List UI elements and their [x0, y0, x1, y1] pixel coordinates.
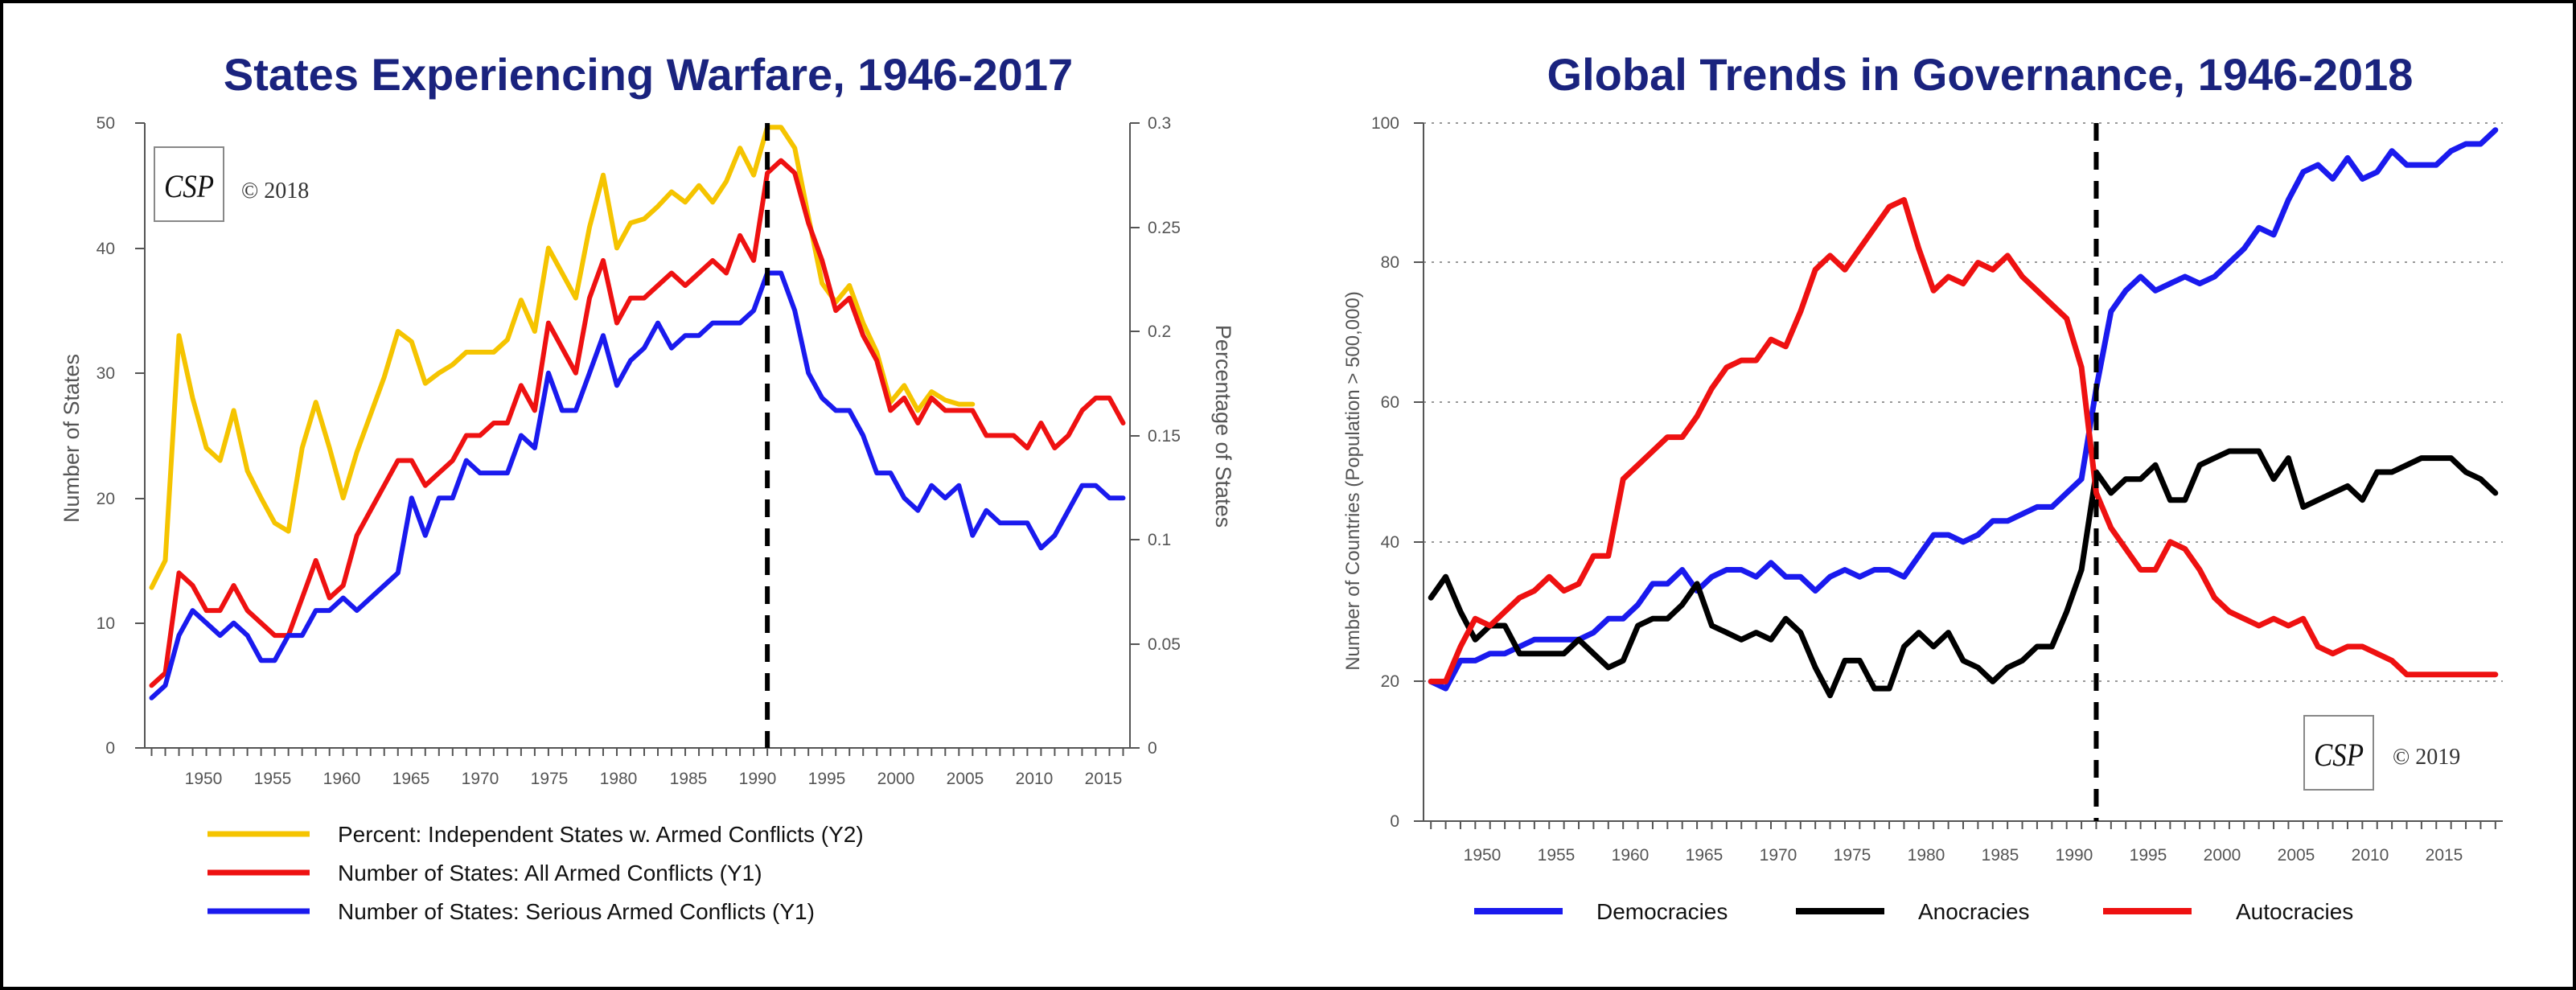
warfare-y-tick-label: 40 [97, 240, 115, 258]
legend-label-serious-conflicts: Number of States: Serious Armed Conflict… [338, 899, 815, 924]
warfare-y-ticks: 0 10 20 30 40 50 [97, 114, 145, 758]
governance-x-tick-label: 2010 [2352, 846, 2389, 865]
governance-x-tick-label: 1970 [1760, 846, 1797, 865]
warfare-y-tick-label: 30 [97, 364, 115, 383]
governance-y-ticks: 0 20 40 60 80 100 [1371, 114, 1424, 831]
warfare-y-tick-label: 20 [97, 490, 115, 508]
warfare-x-tick-label: 1995 [808, 770, 846, 788]
governance-x-tick-label: 1990 [2056, 846, 2093, 865]
governance-y-tick-label: 40 [1381, 533, 1399, 552]
warfare-y2-tick-label: 0.15 [1148, 427, 1181, 446]
warfare-x-tick-label: 1960 [323, 770, 361, 788]
warfare-series-line-1 [149, 158, 1126, 688]
governance-chart: Global Trends in Governance, 1946-2018 0… [1342, 49, 2503, 924]
legend-label-democracies: Democracies [1596, 899, 1728, 924]
csp-logo: CSP [154, 146, 224, 222]
warfare-y2-tick-label: 0.25 [1148, 219, 1181, 237]
warfare-x-tick-label: 2010 [1016, 770, 1054, 788]
svg-text:CSP: CSP [2314, 737, 2364, 773]
warfare-y-tick-label: 0 [105, 739, 115, 758]
warfare-x-minor-ticks [150, 748, 1124, 756]
governance-x-tick-label: 1995 [2130, 846, 2167, 865]
governance-x-tick-label: 2005 [2278, 846, 2315, 865]
warfare-x-tick-label: 2000 [877, 770, 915, 788]
warfare-series-group [149, 125, 1126, 700]
governance-x-tick-label: 1975 [1834, 846, 1871, 865]
governance-y-tick-label: 100 [1371, 114, 1399, 133]
warfare-x-tick-labels: 1950 1955 1960 1965 1970 1975 1980 1985 … [185, 770, 1123, 788]
warfare-y-axis-title: Number of States [60, 354, 84, 523]
svg-text:CSP: CSP [164, 168, 214, 204]
governance-y-tick-label: 60 [1381, 393, 1399, 412]
governance-series-line-2 [1428, 197, 2499, 684]
warfare-x-tick-label: 1970 [462, 770, 499, 788]
warfare-y2-tick-label: 0 [1148, 739, 1157, 758]
governance-series-group [1428, 127, 2499, 699]
legend-label-percent-armed: Percent: Independent States w. Armed Con… [338, 822, 864, 847]
governance-x-tick-label: 1960 [1612, 846, 1650, 865]
governance-series-line-1 [1428, 448, 2499, 699]
legend-label-anocracies: Anocracies [1918, 899, 2030, 924]
governance-x-tick-label: 2000 [2204, 846, 2241, 865]
governance-x-tick-label: 1985 [1982, 846, 2019, 865]
governance-y-tick-label: 80 [1381, 253, 1399, 272]
warfare-y2-tick-label: 0.2 [1148, 322, 1171, 341]
governance-chart-title: Global Trends in Governance, 1946-2018 [1547, 49, 2414, 100]
governance-series-line-0 [1428, 127, 2499, 692]
legend-label-autocracies: Autocracies [2236, 899, 2353, 924]
warfare-copyright: © 2018 [241, 179, 309, 203]
governance-x-tick-label: 1980 [1908, 846, 1945, 865]
warfare-chart: States Experiencing Warfare, 1946-2017 0… [60, 49, 1235, 924]
governance-x-tick-labels: 1950 1955 1960 1965 1970 1975 1980 1985 … [1464, 846, 2463, 865]
warfare-legend: Percent: Independent States w. Armed Con… [207, 822, 864, 924]
governance-copyright: © 2019 [2393, 745, 2460, 770]
warfare-y-tick-label: 50 [97, 114, 115, 133]
warfare-y2-tick-label: 0.05 [1148, 635, 1181, 654]
warfare-y2-axis-title: Percentage of States [1211, 325, 1235, 528]
governance-y-axis-title: Number of Countries (Population > 500,00… [1342, 291, 1364, 671]
warfare-x-tick-label: 2005 [947, 770, 984, 788]
warfare-x-tick-label: 1950 [185, 770, 223, 788]
warfare-y2-ticks: 0 0.05 0.1 0.15 0.2 0.25 0.3 [1130, 114, 1181, 758]
warfare-x-tick-label: 1985 [670, 770, 708, 788]
governance-y-tick-label: 0 [1390, 812, 1399, 831]
governance-x-minor-ticks [1430, 821, 2496, 829]
legend-label-all-conflicts: Number of States: All Armed Conflicts (Y… [338, 861, 762, 885]
warfare-x-tick-label: 2015 [1085, 770, 1123, 788]
csp-logo: CSP [2303, 715, 2374, 791]
governance-gridlines [1424, 122, 2503, 682]
governance-x-tick-label: 1950 [1464, 846, 1502, 865]
warfare-x-tick-label: 1955 [254, 770, 292, 788]
warfare-x-tick-label: 1965 [392, 770, 430, 788]
warfare-x-tick-label: 1990 [739, 770, 777, 788]
warfare-series-line-2 [149, 270, 1126, 700]
warfare-y2-tick-label: 0.3 [1148, 114, 1171, 133]
warfare-chart-title: States Experiencing Warfare, 1946-2017 [224, 49, 1073, 100]
warfare-x-tick-label: 1975 [531, 770, 569, 788]
warfare-y-tick-label: 10 [97, 614, 115, 633]
governance-x-tick-label: 1955 [1538, 846, 1576, 865]
governance-legend: Democracies Anocracies Autocracies [1474, 899, 2353, 924]
governance-y-tick-label: 20 [1381, 672, 1399, 691]
governance-x-tick-label: 1965 [1686, 846, 1723, 865]
governance-x-tick-label: 2015 [2426, 846, 2463, 865]
warfare-y2-tick-label: 0.1 [1148, 531, 1171, 549]
warfare-x-tick-label: 1980 [600, 770, 638, 788]
